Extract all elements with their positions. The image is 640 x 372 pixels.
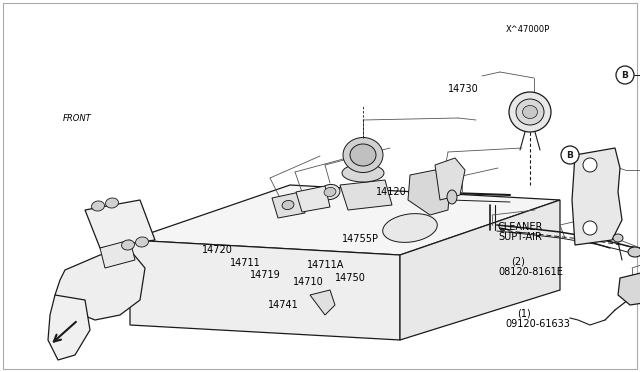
Ellipse shape bbox=[516, 99, 544, 125]
Ellipse shape bbox=[122, 240, 134, 250]
Text: 14741: 14741 bbox=[268, 300, 298, 310]
Ellipse shape bbox=[282, 201, 294, 209]
Ellipse shape bbox=[343, 138, 383, 173]
Text: SUPT-AIR: SUPT-AIR bbox=[498, 232, 542, 241]
Circle shape bbox=[561, 146, 579, 164]
Ellipse shape bbox=[522, 106, 538, 119]
Text: 08120-8161E: 08120-8161E bbox=[498, 267, 563, 276]
Polygon shape bbox=[130, 185, 560, 255]
Polygon shape bbox=[100, 240, 135, 268]
Polygon shape bbox=[310, 290, 335, 315]
Text: (1): (1) bbox=[517, 309, 531, 319]
Ellipse shape bbox=[106, 198, 118, 208]
Text: CLEANER: CLEANER bbox=[498, 222, 543, 232]
Text: B: B bbox=[621, 71, 628, 80]
Text: X^47000P: X^47000P bbox=[506, 25, 550, 33]
Ellipse shape bbox=[320, 185, 340, 200]
Ellipse shape bbox=[342, 164, 384, 182]
Ellipse shape bbox=[324, 187, 336, 196]
Polygon shape bbox=[618, 272, 640, 305]
Text: FRONT: FRONT bbox=[63, 114, 92, 123]
Ellipse shape bbox=[613, 234, 623, 242]
Polygon shape bbox=[296, 186, 330, 212]
Text: 14755P: 14755P bbox=[342, 234, 380, 244]
Polygon shape bbox=[408, 170, 450, 215]
Circle shape bbox=[583, 158, 597, 172]
Polygon shape bbox=[272, 192, 305, 218]
Text: 14711: 14711 bbox=[230, 258, 261, 267]
Polygon shape bbox=[55, 250, 145, 320]
Polygon shape bbox=[435, 158, 465, 200]
Text: 14750: 14750 bbox=[335, 273, 365, 283]
Text: 14720: 14720 bbox=[202, 245, 232, 255]
Circle shape bbox=[616, 66, 634, 84]
Polygon shape bbox=[340, 180, 392, 210]
Polygon shape bbox=[400, 200, 560, 340]
Ellipse shape bbox=[136, 237, 148, 247]
Ellipse shape bbox=[350, 144, 376, 166]
Text: 14710: 14710 bbox=[293, 277, 324, 287]
Text: (2): (2) bbox=[511, 256, 525, 266]
Polygon shape bbox=[130, 240, 400, 340]
Polygon shape bbox=[48, 295, 90, 360]
Ellipse shape bbox=[383, 214, 437, 243]
Polygon shape bbox=[572, 148, 622, 245]
Ellipse shape bbox=[509, 92, 551, 132]
Polygon shape bbox=[85, 200, 155, 248]
Text: 14711A: 14711A bbox=[307, 260, 344, 270]
Ellipse shape bbox=[92, 201, 104, 211]
Ellipse shape bbox=[628, 247, 640, 257]
Text: B: B bbox=[566, 151, 573, 160]
Text: 14120: 14120 bbox=[376, 187, 407, 197]
Ellipse shape bbox=[447, 190, 457, 204]
Circle shape bbox=[583, 221, 597, 235]
Text: 14730: 14730 bbox=[448, 84, 479, 94]
Text: 09120-61633: 09120-61633 bbox=[506, 320, 570, 329]
Text: 14719: 14719 bbox=[250, 270, 280, 280]
